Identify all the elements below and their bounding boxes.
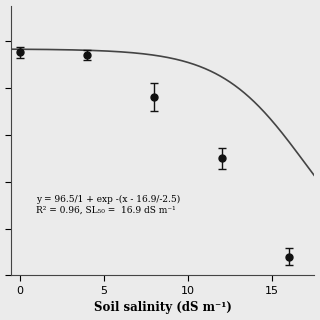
X-axis label: Soil salinity (dS m⁻¹): Soil salinity (dS m⁻¹) — [94, 301, 232, 315]
Text: y = 96.5/1 + exp -(x - 16.9/-2.5)
R² = 0.96, SL₅₀ =  16.9 dS m⁻¹: y = 96.5/1 + exp -(x - 16.9/-2.5) R² = 0… — [36, 195, 180, 215]
